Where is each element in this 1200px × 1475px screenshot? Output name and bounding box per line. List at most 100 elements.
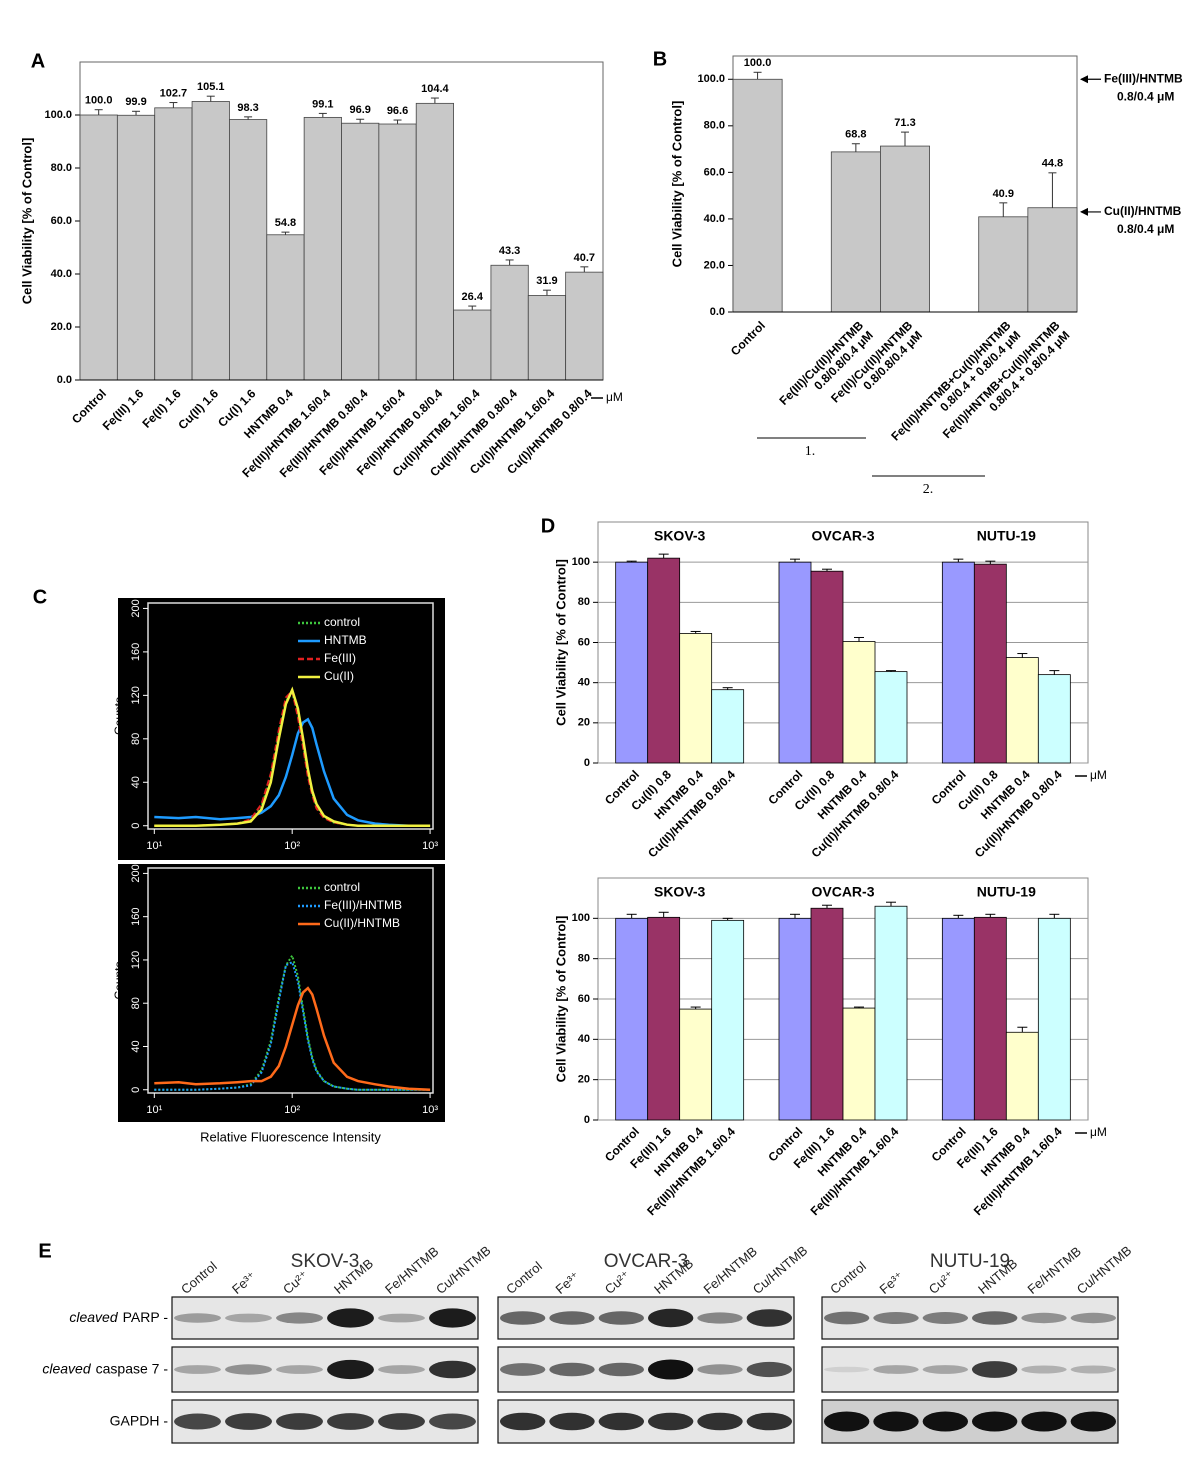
blot-band <box>1021 1312 1067 1324</box>
bar <box>880 145 930 313</box>
blot-band <box>549 1362 595 1377</box>
y-axis-label: Cell Viability [% of Control] <box>669 101 684 268</box>
blot-band <box>971 1361 1018 1378</box>
blot-membrane <box>821 1346 1119 1393</box>
y-tick-label: 60.0 <box>51 215 72 227</box>
value-label: 96.6 <box>387 105 408 117</box>
unit-label: μM <box>606 390 623 404</box>
row-label-text: caspase 7 - <box>96 1360 169 1376</box>
value-label: 104.4 <box>421 83 449 95</box>
row-label-text: PARP - <box>123 1309 169 1325</box>
blot-band <box>276 1312 323 1324</box>
bar <box>1037 674 1071 764</box>
blot-band <box>225 1313 272 1323</box>
y-tick-label: 20.0 <box>51 321 72 333</box>
blot-band <box>647 1412 694 1431</box>
row-label-italic: cleaved <box>69 1309 118 1325</box>
y-tick-label: 80 <box>130 733 142 745</box>
lane-label: Fe/HNTMB <box>700 1244 759 1297</box>
lane-label: Cu/HNTMB <box>433 1243 494 1297</box>
blot-membrane <box>497 1346 795 1393</box>
bar <box>711 689 745 764</box>
bar <box>941 561 975 764</box>
blot-band <box>598 1311 645 1325</box>
lane-label: Cu/HNTMB <box>1074 1243 1135 1297</box>
row-label-text: GAPDH - <box>110 1412 169 1428</box>
legend-label: Cu(II) <box>324 669 354 683</box>
bar <box>1027 207 1078 313</box>
blot-band <box>697 1312 743 1324</box>
bar <box>842 641 876 764</box>
y-tick-label: 60 <box>578 993 590 1005</box>
bar <box>711 919 745 1121</box>
blot-band <box>327 1413 374 1430</box>
blot-band <box>922 1312 969 1324</box>
bar <box>303 116 342 381</box>
x-tick-label: 10¹ <box>146 1104 162 1116</box>
blot-band <box>647 1359 694 1380</box>
group-label: 1. <box>805 444 816 459</box>
y-axis-label: Cell Viability [% of Control] <box>553 559 568 726</box>
y-tick-label: 80 <box>578 596 590 608</box>
y-tick-label: 60 <box>578 636 590 648</box>
bar <box>565 271 604 381</box>
value-label: 54.8 <box>275 217 296 229</box>
blot-band <box>378 1413 425 1430</box>
y-tick-label: 40 <box>130 1040 142 1052</box>
y-tick-label: 160 <box>130 907 142 925</box>
bar <box>615 561 649 764</box>
blot-band <box>922 1411 969 1432</box>
lane-label: Control <box>178 1258 220 1297</box>
legend-label: HNTMB <box>324 633 367 647</box>
blot-band <box>647 1308 694 1328</box>
row-label: cleaved caspase 7 - <box>42 1360 168 1376</box>
blot-band <box>225 1413 272 1430</box>
blot-band <box>873 1365 919 1374</box>
group-title: OVCAR-3 <box>811 528 874 544</box>
blot-band <box>174 1413 221 1430</box>
row-label-italic: cleaved <box>42 1360 91 1376</box>
y-tick-label: 0.0 <box>57 374 72 386</box>
bar <box>874 671 908 764</box>
blot-band <box>378 1313 425 1323</box>
y-tick-label: 80.0 <box>51 162 72 174</box>
y-tick-label: 80 <box>578 953 590 965</box>
bar <box>615 917 649 1121</box>
legend-label: control <box>324 615 360 629</box>
bar <box>453 309 492 381</box>
blot-band <box>549 1412 595 1431</box>
unit-label: μM <box>1090 768 1107 782</box>
bar <box>941 917 975 1121</box>
annotation: Cu(II)/HNTMB <box>1104 204 1182 218</box>
bar <box>810 570 844 764</box>
blot-membrane <box>821 1296 1119 1340</box>
label-line: Fe(III)/Cu(II)/HNTMB <box>777 318 867 408</box>
blot-band <box>971 1411 1018 1432</box>
blot-band <box>429 1308 476 1328</box>
blot-band <box>174 1313 221 1323</box>
blot-band <box>429 1360 476 1379</box>
bar <box>341 122 380 381</box>
x-tick-label: 10¹ <box>146 840 162 852</box>
y-tick-label: 80 <box>130 997 142 1009</box>
legend-label: control <box>324 880 360 894</box>
value-label: 99.9 <box>125 96 146 108</box>
lane-label: Fe³⁺ <box>229 1268 259 1296</box>
x-axis-label: Relative Fluorescence Intensity <box>200 1129 381 1144</box>
blot-band <box>276 1365 323 1374</box>
y-tick-label: 100.0 <box>697 73 725 85</box>
y-tick-label: 160 <box>130 643 142 661</box>
bar <box>647 916 681 1121</box>
bar <box>154 107 193 381</box>
value-label: 68.8 <box>845 129 866 141</box>
annotation: 0.8/0.4 μM <box>1117 222 1174 236</box>
bar <box>378 123 417 381</box>
plot-frame <box>147 867 434 1094</box>
y-tick-label: 20 <box>578 717 590 729</box>
arrow-head <box>1080 75 1088 84</box>
value-label: 99.1 <box>312 98 333 110</box>
panel-label: C <box>33 586 47 608</box>
lane-label: Fe/HNTMB <box>382 1244 441 1297</box>
legend-label: Fe(III)/HNTMB <box>324 898 402 912</box>
blot-band <box>1070 1312 1117 1324</box>
